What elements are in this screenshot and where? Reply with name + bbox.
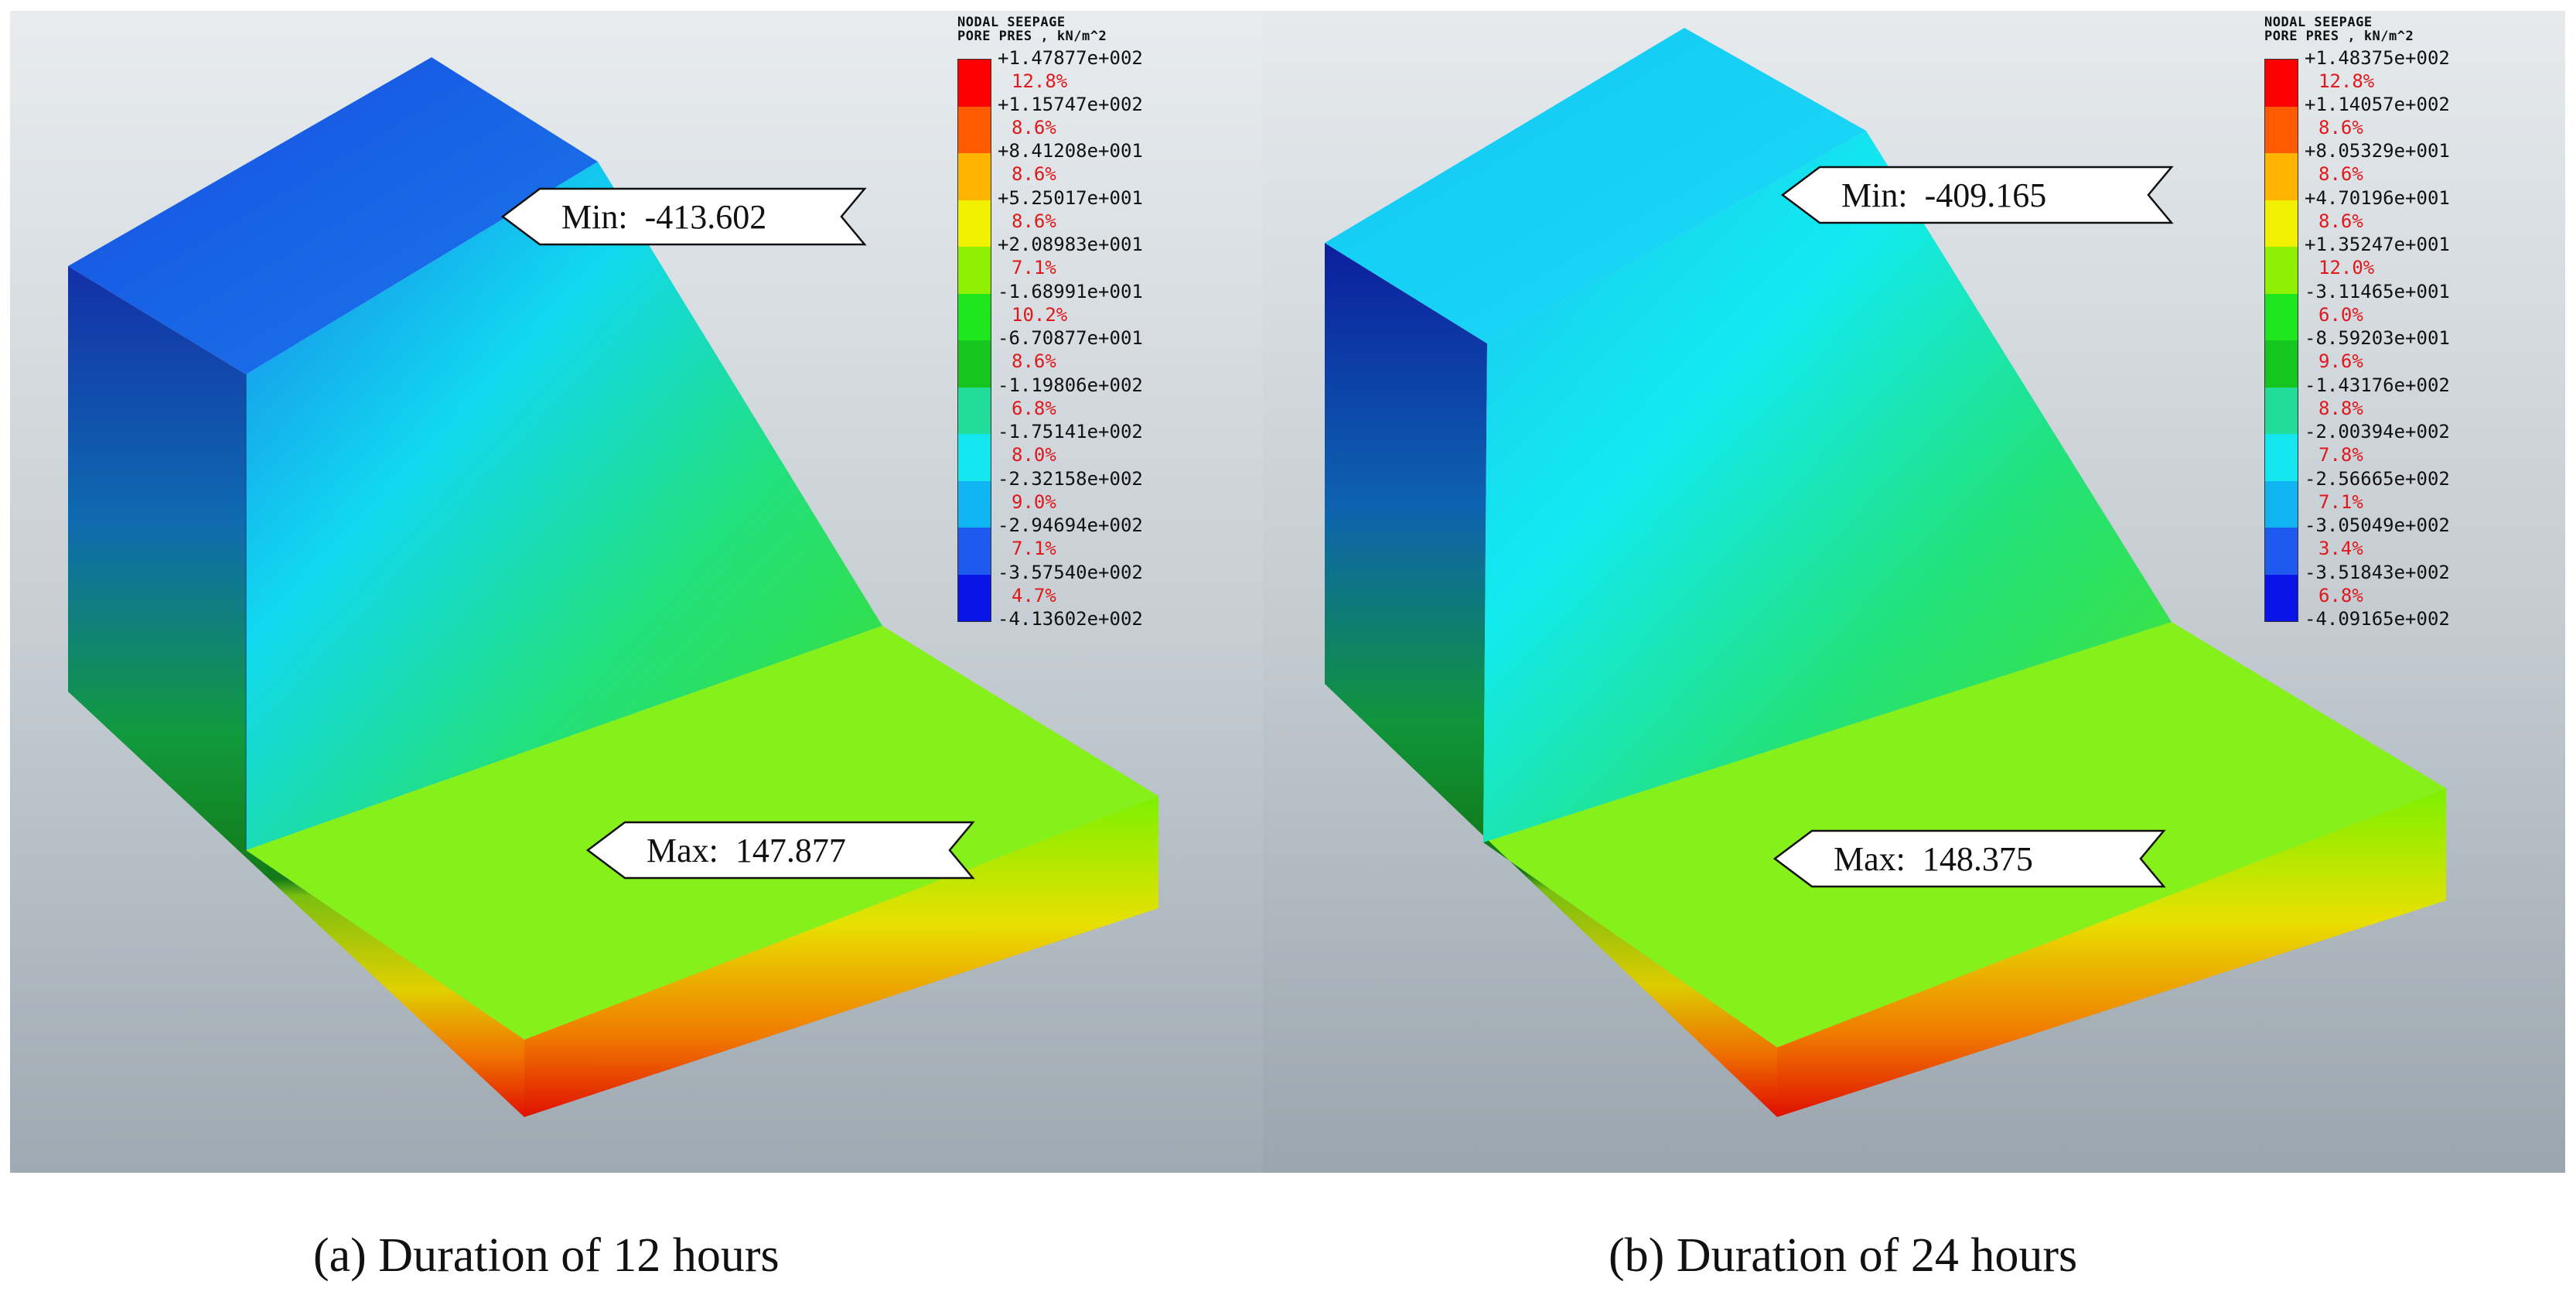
legend-value: -1.19806e+002 — [998, 374, 1143, 396]
max-value-callout: Max: 148.375 — [1773, 829, 2175, 888]
legend-value: +1.47877e+002 — [998, 47, 1143, 69]
min-value-label: Min: -409.165 — [1841, 176, 2047, 214]
legend-value: -3.11465e+001 — [2305, 281, 2450, 302]
legend-color-bar — [2264, 59, 2298, 622]
legend-percent: 12.8% — [1012, 70, 1068, 92]
contour-panel-a: NODAL SEEPAGE PORE PRES , kN/m^2 +1.4787… — [10, 11, 1271, 1173]
legend-swatch — [958, 293, 991, 340]
legend-value: +5.25017e+001 — [998, 187, 1143, 209]
legend-swatch — [958, 480, 991, 528]
legend-percent: 6.0% — [2318, 304, 2363, 326]
legend-percent: 12.0% — [2318, 257, 2375, 278]
legend-swatch — [958, 574, 991, 621]
min-value-callout: Min: -409.165 — [1781, 166, 2183, 224]
legend-swatch — [958, 60, 991, 107]
legend-value: +1.15747e+002 — [998, 94, 1143, 115]
legend-swatch — [2265, 293, 2298, 340]
legend-swatch — [958, 434, 991, 481]
legend-swatch — [958, 340, 991, 388]
legend-swatch — [2265, 434, 2298, 481]
legend-value: -6.70877e+001 — [998, 327, 1143, 349]
max-value-label: Max: 147.877 — [647, 831, 846, 870]
legend-value: -2.32158e+002 — [998, 468, 1143, 490]
legend-value: -1.43176e+002 — [2305, 374, 2450, 396]
legend-percent: 8.6% — [1012, 117, 1056, 138]
legend-title-line2: PORE PRES , kN/m^2 — [2264, 29, 2414, 44]
contour-legend-b: NODAL SEEPAGE PORE PRES , kN/m^2 +1.4837… — [2264, 15, 2552, 629]
legend-value: +1.35247e+001 — [2305, 234, 2450, 255]
legend-swatch — [958, 387, 991, 434]
legend-swatch — [2265, 60, 2298, 107]
contour-legend-a: NODAL SEEPAGE PORE PRES , kN/m^2 +1.4787… — [957, 15, 1245, 629]
legend-value: +1.14057e+002 — [2305, 94, 2450, 115]
legend-percent: 12.8% — [2318, 70, 2375, 92]
legend-value: -2.94694e+002 — [998, 514, 1143, 536]
legend-value: -8.59203e+001 — [2305, 327, 2450, 349]
max-value-label: Max: 148.375 — [1834, 839, 2033, 878]
contour-panel-b: NODAL SEEPAGE PORE PRES , kN/m^2 +1.4837… — [1263, 11, 2565, 1173]
min-value-callout: Min: -413.602 — [501, 187, 899, 246]
legend-percent: 4.7% — [1012, 585, 1056, 606]
legend-value: -2.00394e+002 — [2305, 421, 2450, 442]
legend-swatch — [958, 200, 991, 247]
max-value-callout: Max: 147.877 — [586, 821, 984, 880]
legend-value: -1.68991e+001 — [998, 281, 1143, 302]
legend-swatch — [2265, 528, 2298, 575]
legend-percent: 9.0% — [1012, 491, 1056, 513]
legend-swatch — [2265, 153, 2298, 200]
legend-percent: 7.1% — [1012, 257, 1056, 278]
legend-percent: 8.6% — [1012, 210, 1056, 232]
legend-swatch — [2265, 247, 2298, 294]
caption-a: (a) Duration of 12 hours — [313, 1229, 780, 1282]
legend-swatch — [958, 106, 991, 153]
legend-value: +2.08983e+001 — [998, 234, 1143, 255]
legend-percent: 9.6% — [2318, 350, 2363, 372]
caption-b: (b) Duration of 24 hours — [1609, 1229, 2078, 1282]
legend-value: +8.05329e+001 — [2305, 140, 2450, 162]
legend-value: -1.75141e+002 — [998, 421, 1143, 442]
legend-value: -3.05049e+002 — [2305, 514, 2450, 536]
legend-value: -4.13602e+002 — [998, 608, 1143, 630]
legend-color-bar — [957, 59, 991, 622]
legend-percent: 3.4% — [2318, 538, 2363, 559]
legend-swatch — [958, 153, 991, 200]
legend-swatch — [958, 528, 991, 575]
legend-percent: 8.0% — [1012, 444, 1056, 466]
legend-value: +8.41208e+001 — [998, 140, 1143, 162]
legend-value: -3.51843e+002 — [2305, 562, 2450, 583]
legend-value: +1.48375e+002 — [2305, 47, 2450, 69]
min-value-label: Min: -413.602 — [561, 197, 767, 236]
legend-percent: 6.8% — [1012, 398, 1056, 419]
legend-value: -2.56665e+002 — [2305, 468, 2450, 490]
legend-percent: 8.6% — [1012, 350, 1056, 372]
legend-percent: 8.6% — [2318, 210, 2363, 232]
legend-title-line2: PORE PRES , kN/m^2 — [957, 29, 1107, 44]
legend-value: -3.57540e+002 — [998, 562, 1143, 583]
legend-percent: 8.6% — [1012, 163, 1056, 185]
legend-percent: 7.1% — [1012, 538, 1056, 559]
legend-title-line1: NODAL SEEPAGE — [957, 15, 1066, 30]
legend-swatch — [2265, 480, 2298, 528]
legend-swatch — [2265, 387, 2298, 434]
legend-percent: 8.8% — [2318, 398, 2363, 419]
legend-swatch — [2265, 200, 2298, 247]
legend-percent: 6.8% — [2318, 585, 2363, 606]
legend-value: -4.09165e+002 — [2305, 608, 2450, 630]
legend-swatch — [2265, 574, 2298, 621]
legend-percent: 7.1% — [2318, 491, 2363, 513]
slope-model-render-a — [10, 11, 1271, 1173]
legend-swatch — [2265, 106, 2298, 153]
legend-swatch — [958, 247, 991, 294]
legend-percent: 10.2% — [1012, 304, 1068, 326]
legend-percent: 8.6% — [2318, 117, 2363, 138]
legend-title-line1: NODAL SEEPAGE — [2264, 15, 2373, 30]
legend-value: +4.70196e+001 — [2305, 187, 2450, 209]
legend-swatch — [2265, 340, 2298, 388]
legend-percent: 8.6% — [2318, 163, 2363, 185]
slope-model-render-b — [1263, 11, 2565, 1173]
legend-percent: 7.8% — [2318, 444, 2363, 466]
